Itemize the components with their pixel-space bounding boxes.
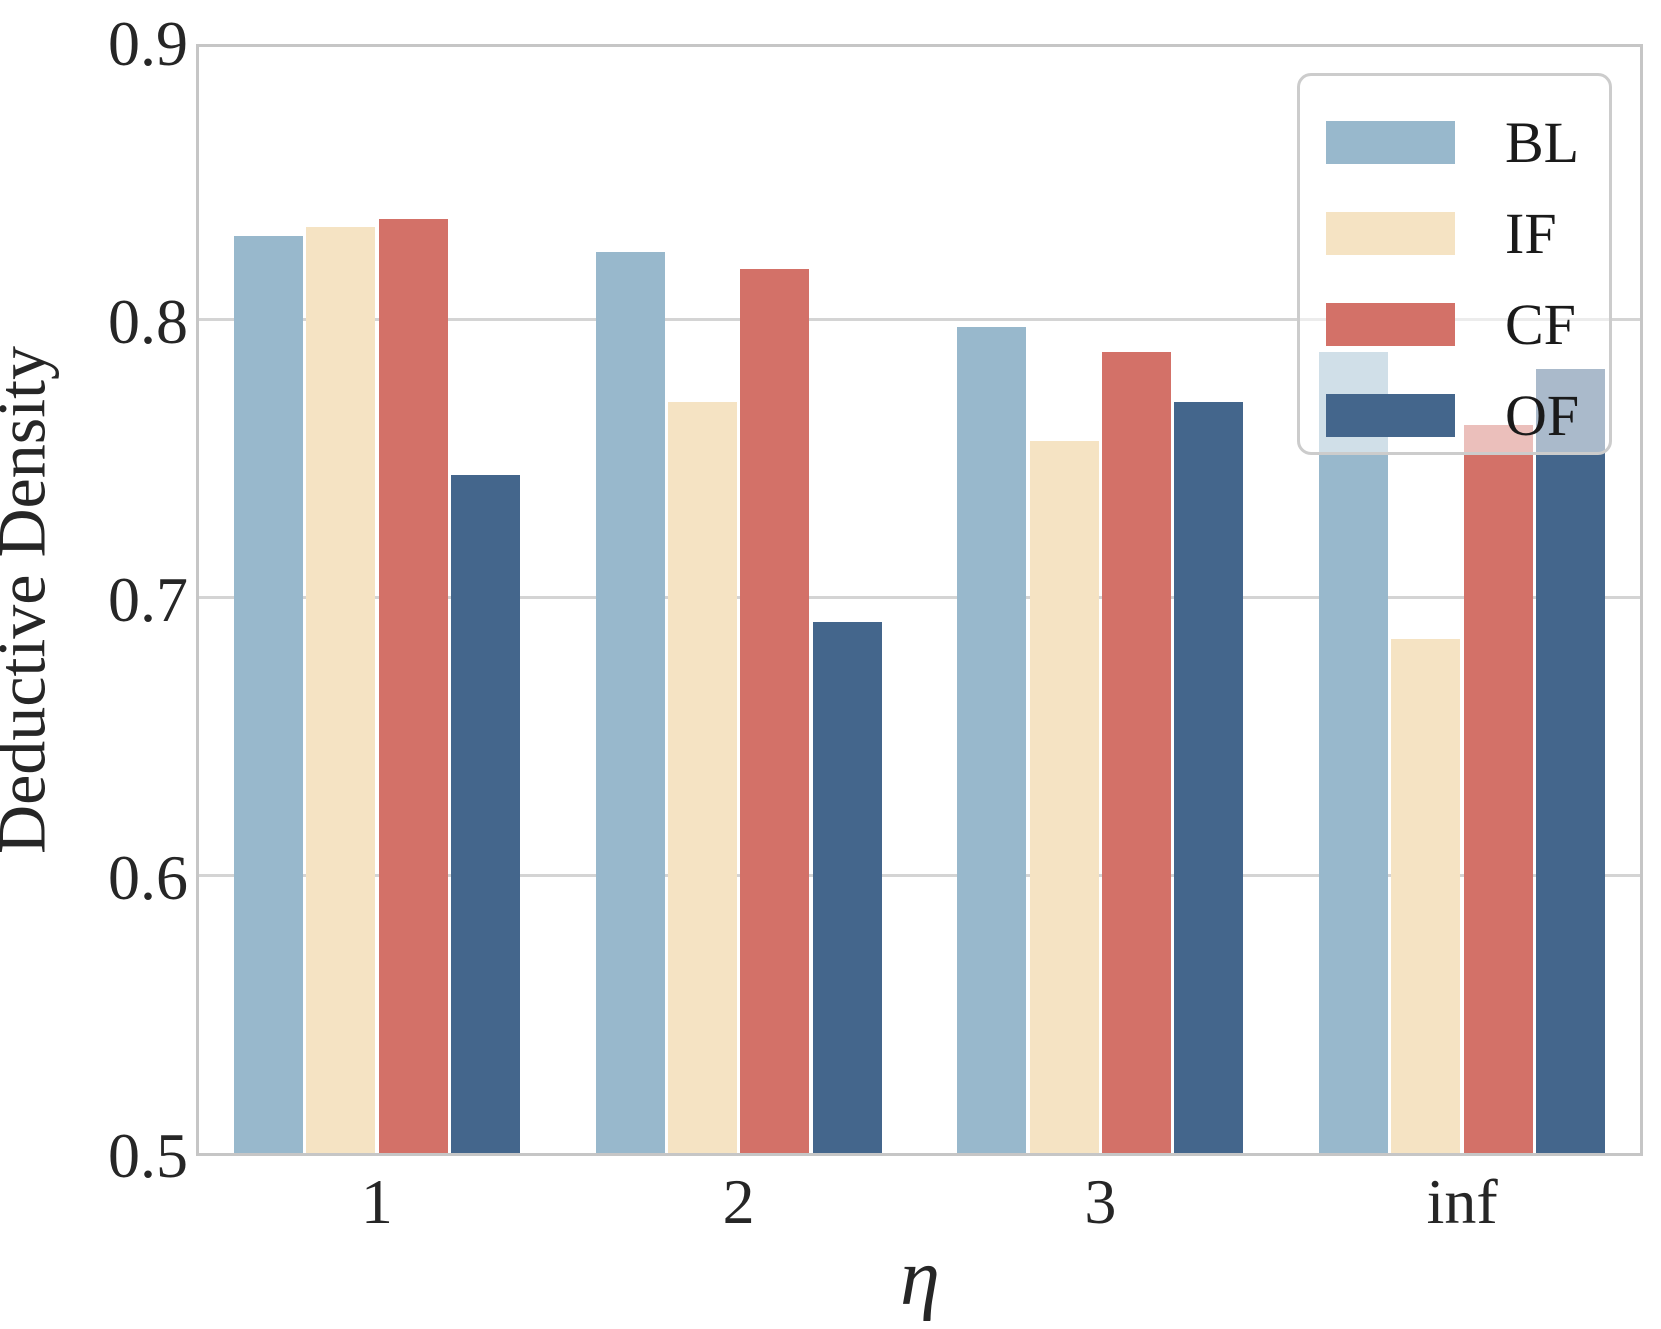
y-tick-label-0.9: 0.9: [108, 8, 188, 79]
bar-cf-2: [740, 268, 810, 1153]
bar-bl-2: [595, 252, 665, 1153]
y-tick-label-0.7: 0.7: [108, 564, 188, 635]
legend-row-bl: BL: [1326, 97, 1609, 188]
legend-swatch-of: [1326, 394, 1455, 437]
bar-bl-1: [233, 235, 303, 1153]
gridline-0.6: [199, 873, 1640, 877]
legend-swatch-bl: [1326, 121, 1455, 164]
bar-cf-1: [378, 218, 448, 1153]
legend-row-of: OF: [1326, 370, 1609, 461]
x-axis-label: η: [900, 1234, 940, 1322]
legend-label-cf: CF: [1505, 291, 1576, 357]
gridline-0.7: [199, 595, 1640, 599]
legend-label-if: IF: [1505, 200, 1557, 266]
y-tick-label-0.5: 0.5: [108, 1120, 188, 1191]
legend-row-cf: CF: [1326, 279, 1609, 370]
gridline-0.8: [199, 317, 1640, 321]
bar-cf-inf: [1463, 424, 1533, 1153]
bar-of-inf: [1536, 369, 1606, 1153]
y-tick-label-0.8: 0.8: [108, 286, 188, 357]
bar-of-2: [812, 622, 882, 1153]
bar-of-1: [450, 474, 520, 1153]
x-tick-label-3: 3: [1084, 1166, 1117, 1237]
x-tick-label-inf: inf: [1426, 1166, 1498, 1237]
legend-label-bl: BL: [1505, 109, 1580, 175]
bar-bl-3: [957, 327, 1027, 1153]
bar-if-1: [306, 227, 376, 1153]
bar-cf-3: [1102, 352, 1172, 1153]
legend-label-of: OF: [1505, 382, 1580, 448]
x-tick-label-2: 2: [722, 1166, 755, 1237]
legend-row-if: IF: [1326, 188, 1609, 279]
bar-if-2: [667, 402, 737, 1153]
x-tick-label-1: 1: [360, 1166, 393, 1237]
legend-swatch-if: [1326, 212, 1455, 255]
y-tick-label-0.6: 0.6: [108, 842, 188, 913]
legend-swatch-cf: [1326, 303, 1455, 346]
legend: BL IF CF OF: [1297, 73, 1612, 455]
bar-bl-inf: [1319, 352, 1389, 1153]
bar-if-3: [1029, 441, 1099, 1153]
bar-of-3: [1174, 402, 1244, 1153]
bar-if-inf: [1391, 638, 1461, 1153]
